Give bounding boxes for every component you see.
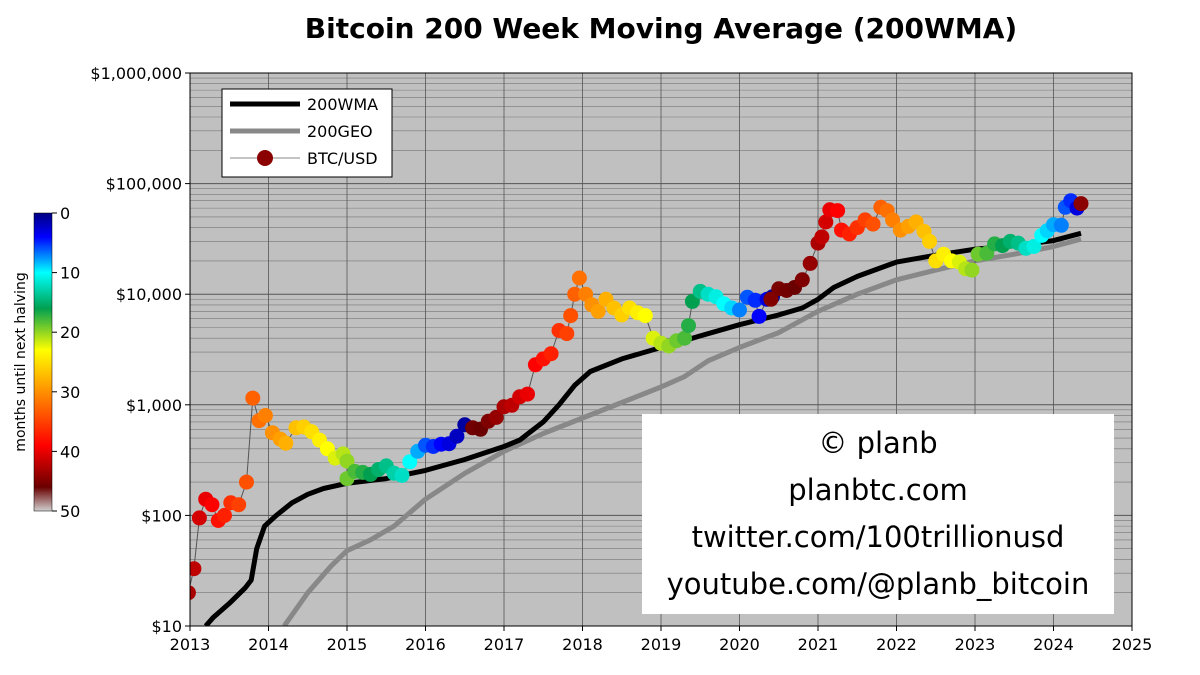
- y-tick-label: $10,000: [116, 285, 182, 304]
- colorbar-tick-label: 30: [60, 383, 80, 402]
- colorbar-tick-label: 20: [60, 323, 80, 342]
- colorbar-gradient: [33, 212, 53, 512]
- series-200wma-line: [203, 230, 1082, 626]
- legend: 200WMA 200GEO BTC/USD: [221, 88, 393, 178]
- btc-price-point: [747, 292, 763, 308]
- btc-price-point: [571, 270, 587, 286]
- x-tick-label: 2020: [719, 635, 760, 654]
- btc-price-point: [488, 409, 504, 425]
- btc-price-point: [922, 233, 937, 249]
- x-axis-ticks: 2013 2014 2015 2016 2017 2018 2019 2020 2021 2022…: [170, 626, 1153, 654]
- legend-label-200wma: 200WMA: [307, 95, 378, 114]
- y-axis-ticks: $10 $100 $1,000 $10,000 $100,000 $1,000,000: [90, 64, 190, 636]
- btc-price-point: [865, 216, 881, 232]
- btc-price-point: [449, 428, 465, 444]
- btc-price-point: [794, 272, 810, 288]
- x-tick-label: 2017: [484, 635, 525, 654]
- colorbar-tick-label: 10: [60, 264, 80, 283]
- credit-copyright: © planb: [818, 426, 938, 460]
- btc-price-point: [830, 203, 846, 219]
- btc-price-point: [885, 212, 901, 228]
- colorbar-tick-label: 0: [60, 204, 70, 223]
- credit-website: planbtc.com: [788, 473, 968, 507]
- btc-price-point: [1026, 239, 1042, 254]
- btc-price-point: [520, 386, 535, 402]
- x-tick-label: 2014: [248, 635, 289, 654]
- btc-price-point: [763, 291, 779, 307]
- btc-price-point: [1073, 196, 1089, 212]
- colorbar-title: months until next halving: [13, 272, 29, 451]
- btc-markers: [190, 193, 1089, 601]
- btc-price-point: [239, 474, 254, 490]
- btc-price-point: [732, 302, 747, 318]
- btc-price-point: [217, 507, 232, 523]
- series-200geo-line: [282, 236, 1082, 626]
- credit-box: © planb planbtc.com twitter.com/100trill…: [642, 414, 1114, 614]
- btc-price-point: [191, 510, 207, 526]
- btc-price-point: [567, 286, 583, 302]
- btc-price-point: [559, 326, 575, 342]
- x-tick-label: 2024: [1033, 635, 1074, 654]
- btc-price-point: [190, 561, 202, 577]
- chart-title: Bitcoin 200 Week Moving Average (200WMA): [304, 12, 1018, 45]
- btc-price-point: [563, 308, 579, 324]
- colorbar-tick-label: 40: [60, 442, 80, 461]
- btc-price-point: [681, 318, 696, 334]
- credit-twitter: twitter.com/100trillionusd: [691, 520, 1065, 554]
- x-tick-label: 2013: [170, 635, 211, 654]
- btc-price-point: [818, 214, 834, 230]
- x-tick-label: 2021: [798, 635, 839, 654]
- x-tick-label: 2016: [405, 635, 446, 654]
- colorbar-ticks: 0 10 20 30 40 50: [52, 204, 80, 521]
- colorbar-tick-label: 50: [60, 502, 80, 521]
- colorbar: 0 10 20 30 40 50 months until next halving: [13, 204, 80, 521]
- y-tick-label: $10: [151, 617, 182, 636]
- x-tick-label: 2015: [327, 635, 368, 654]
- btc-price-point: [231, 497, 247, 513]
- btc-price-point: [339, 453, 355, 469]
- btc-price-point: [677, 330, 692, 346]
- legend-label-200geo: 200GEO: [307, 122, 373, 141]
- y-tick-label: $100: [141, 506, 182, 525]
- btc-price-point: [590, 303, 606, 319]
- btc-price-point: [204, 497, 220, 513]
- btc-price-point: [278, 435, 294, 451]
- legend-label-btcusd: BTC/USD: [307, 149, 378, 168]
- btc-price-point: [1053, 217, 1069, 233]
- btc-price-point: [245, 390, 261, 406]
- btc-price-point: [684, 293, 700, 309]
- legend-swatch-btcusd-marker: [257, 150, 273, 166]
- x-tick-label: 2022: [876, 635, 917, 654]
- btc-price-point: [751, 308, 767, 324]
- x-tick-label: 2018: [562, 635, 603, 654]
- btc-price-point: [190, 585, 196, 601]
- x-tick-label: 2025: [1112, 635, 1153, 654]
- y-tick-label: $1,000,000: [90, 64, 182, 83]
- y-tick-label: $1,000: [126, 396, 182, 415]
- btc-price-point: [637, 308, 653, 324]
- btc-price-point: [802, 255, 818, 271]
- btc-price-point: [402, 454, 418, 470]
- btc-price-point: [394, 467, 410, 483]
- btc-price-point: [814, 229, 830, 245]
- btc-price-point: [543, 346, 559, 362]
- y-tick-label: $100,000: [106, 175, 182, 194]
- credit-youtube: youtube.com/@planb_bitcoin: [666, 567, 1090, 601]
- x-tick-label: 2019: [641, 635, 682, 654]
- btc-price-point: [964, 262, 980, 278]
- x-tick-label: 2023: [955, 635, 996, 654]
- btc-price-point: [257, 408, 273, 423]
